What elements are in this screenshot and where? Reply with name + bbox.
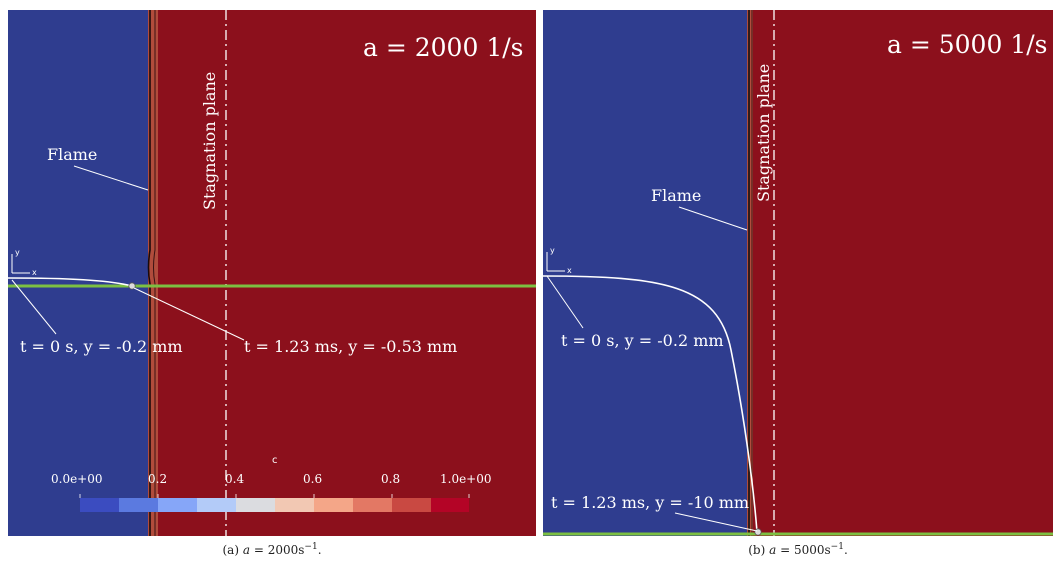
colorbar-tick-5: 1.0e+00 xyxy=(440,472,492,486)
colorbar-tick-4: 0.8 xyxy=(381,472,400,486)
colorbar-swatch-7 xyxy=(353,498,392,512)
strain-rate-label: a = 2000 1/s xyxy=(363,33,523,62)
caption-b: (b) a = 5000s−1. xyxy=(748,542,848,557)
axis-x-label: x xyxy=(567,266,572,275)
caption-a: (a) a = 2000s−1. xyxy=(222,542,322,557)
burnt-region xyxy=(150,10,536,536)
colorbar-tick-0: 0.0e+00 xyxy=(51,472,103,486)
colorbar-swatch-1 xyxy=(119,498,158,512)
axis-y-label: y xyxy=(15,248,20,257)
start-leader-line xyxy=(11,279,57,335)
stagnation-plane-label: Stagnation plane xyxy=(200,72,219,210)
end-leader-line xyxy=(674,512,758,532)
colorbar-swatch-0 xyxy=(80,498,119,512)
colorbar-swatch-5 xyxy=(275,498,314,512)
caption-unit: s xyxy=(298,543,305,557)
colorbar-swatch-8 xyxy=(392,498,431,512)
particle-trajectory xyxy=(543,275,758,533)
colorbar: c 0.0e+00 0.2 0.4 0.6 0.8 1.0e+00 xyxy=(51,455,492,512)
end-label: t = 1.23 ms, y = -0.53 mm xyxy=(244,337,457,356)
flame-front-edge xyxy=(147,10,151,536)
colorbar-tick-1: 0.2 xyxy=(148,472,167,486)
caption-prefix: (b) xyxy=(748,543,766,557)
colorbar-swatch-2 xyxy=(158,498,197,512)
strain-rate-label: a = 5000 1/s xyxy=(887,30,1047,59)
colorbar-swatch-9 xyxy=(431,498,469,512)
flame-label: Flame xyxy=(47,145,97,164)
unburnt-region xyxy=(8,10,150,536)
colorbar-tick-2: 0.4 xyxy=(225,472,244,486)
colorbar-swatch-3 xyxy=(197,498,236,512)
caption-value: 5000 xyxy=(793,543,825,557)
caption-value: 2000 xyxy=(267,543,299,557)
panel-a-plot: Stagnation plane a = 2000 1/s y x Flame … xyxy=(8,10,536,536)
flame-leader-line xyxy=(678,206,748,231)
flame-front xyxy=(747,10,753,536)
stagnation-plane-label: Stagnation plane xyxy=(754,64,773,202)
unburnt-region xyxy=(543,10,749,536)
axis-glyph xyxy=(11,254,30,274)
panel-b: Stagnation plane a = 5000 1/s y x Flame … xyxy=(543,10,1053,536)
panel-a: Stagnation plane a = 2000 1/s y x Flame … xyxy=(8,10,536,536)
start-leader-line xyxy=(546,275,584,329)
trajectory-end-marker xyxy=(754,528,762,536)
caption-prefix: (a) xyxy=(222,543,240,557)
flame-front xyxy=(148,10,158,536)
caption-var: a xyxy=(769,543,777,557)
end-label: t = 1.23 ms, y = -10 mm xyxy=(551,493,749,512)
colorbar-title: c xyxy=(272,455,278,466)
colorbar-swatch-4 xyxy=(236,498,275,512)
trajectory-end-marker xyxy=(128,282,136,290)
panel-b-plot: Stagnation plane a = 5000 1/s y x Flame … xyxy=(543,10,1053,536)
flame-label: Flame xyxy=(651,186,701,205)
axis-glyph xyxy=(546,252,565,272)
start-label: t = 0 s, y = -0.2 mm xyxy=(20,337,183,356)
start-label: t = 0 s, y = -0.2 mm xyxy=(561,331,724,350)
colorbar-swatch-6 xyxy=(314,498,353,512)
axis-y-label: y xyxy=(550,246,555,255)
flame-leader-line xyxy=(73,165,149,191)
caption-unit: s xyxy=(824,543,831,557)
end-leader-line xyxy=(133,287,245,341)
axis-x-label: x xyxy=(32,268,37,277)
caption-var: a xyxy=(242,543,250,557)
flame-front-edge-2 xyxy=(153,10,156,536)
particle-trajectory xyxy=(8,277,133,287)
caption-exp: −1 xyxy=(830,542,844,552)
colorbar-tick-3: 0.6 xyxy=(303,472,322,486)
caption-exp: −1 xyxy=(304,542,318,552)
burnt-region xyxy=(749,10,1053,536)
